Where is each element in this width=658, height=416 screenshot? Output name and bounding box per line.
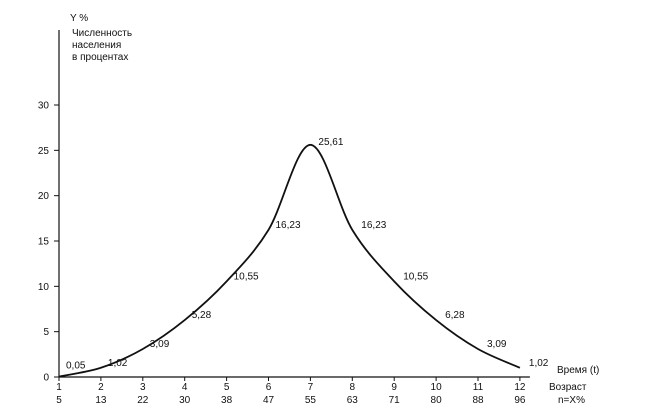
x-tick-label-time: 3 bbox=[140, 382, 146, 393]
y-tick-label: 20 bbox=[38, 191, 50, 202]
y-axis-ticks: 0 5 10 15 20 25 30 bbox=[38, 101, 59, 384]
x-tick-label-time: 12 bbox=[514, 382, 526, 393]
x-tick-label-age: 88 bbox=[472, 395, 484, 406]
data-point-label: 0,05 bbox=[66, 361, 86, 372]
x-tick-label-age: 22 bbox=[137, 395, 149, 406]
y-tick-label: 0 bbox=[43, 373, 49, 384]
data-point-label: 1,02 bbox=[108, 358, 128, 369]
x-tick-label-time: 7 bbox=[308, 382, 314, 393]
x-tick-label-age: 80 bbox=[431, 395, 443, 406]
x-tick-label-time: 5 bbox=[224, 382, 230, 393]
x-axis-ticks: 1 5 2 13 3 22 4 30 5 38 6 47 7 55 8 63 9 71 10 80 11 88 12 96 bbox=[56, 377, 526, 406]
x-tick-label-time: 1 bbox=[56, 382, 62, 393]
x-axis-title-age-2: n=X% bbox=[558, 395, 585, 406]
x-tick-label-age: 71 bbox=[389, 395, 401, 406]
y-axis-subtitle-1: Численность bbox=[72, 28, 132, 39]
x-tick-label-age: 30 bbox=[179, 395, 191, 406]
x-tick-label-age: 5 bbox=[56, 395, 62, 406]
y-tick-label: 5 bbox=[43, 327, 49, 338]
data-point-label: 6,28 bbox=[445, 310, 465, 321]
x-tick-label-age: 38 bbox=[221, 395, 233, 406]
data-point-label: 5,28 bbox=[192, 310, 212, 321]
population-curve bbox=[58, 143, 521, 378]
x-tick-label-time: 10 bbox=[431, 382, 443, 393]
x-tick-label-time: 8 bbox=[350, 382, 356, 393]
y-axis-title: Y % bbox=[70, 13, 88, 24]
data-point-label: 16,23 bbox=[276, 220, 301, 231]
y-tick-label: 25 bbox=[38, 146, 50, 157]
x-tick-label-age: 63 bbox=[347, 395, 359, 406]
y-tick-label: 10 bbox=[38, 282, 50, 293]
x-axis-title-age-1: Возраст bbox=[549, 382, 587, 393]
y-tick-label: 15 bbox=[38, 237, 50, 248]
x-tick-label-age: 47 bbox=[263, 395, 275, 406]
data-point-label: 1,02 bbox=[529, 358, 549, 369]
x-tick-label-time: 9 bbox=[391, 382, 397, 393]
y-axis-subtitle-3: в процентах bbox=[72, 52, 128, 63]
data-point-label: 16,23 bbox=[361, 220, 386, 231]
x-tick-label-age: 13 bbox=[95, 395, 107, 406]
x-tick-label-time: 2 bbox=[98, 382, 104, 393]
x-tick-label-age: 96 bbox=[514, 395, 526, 406]
data-point-label: 10,55 bbox=[234, 271, 259, 282]
y-tick-label: 30 bbox=[38, 101, 50, 112]
y-axis-subtitle-2: населения bbox=[72, 40, 121, 51]
axes bbox=[58, 30, 530, 378]
x-tick-label-time: 11 bbox=[473, 382, 484, 393]
data-labels: 0,05 1,02 3,09 5,28 10,55 16,23 25,61 16,23 10,5… bbox=[66, 137, 549, 372]
x-tick-label-age: 55 bbox=[305, 395, 317, 406]
data-point-label: 3,09 bbox=[150, 339, 170, 350]
x-tick-label-time: 4 bbox=[182, 382, 188, 393]
data-point-label: 25,61 bbox=[318, 137, 343, 148]
x-tick-label-time: 6 bbox=[266, 382, 272, 393]
x-axis-title-time: Время (t) bbox=[557, 365, 599, 376]
data-point-label: 10,55 bbox=[403, 271, 428, 282]
data-point-label: 3,09 bbox=[487, 339, 507, 350]
